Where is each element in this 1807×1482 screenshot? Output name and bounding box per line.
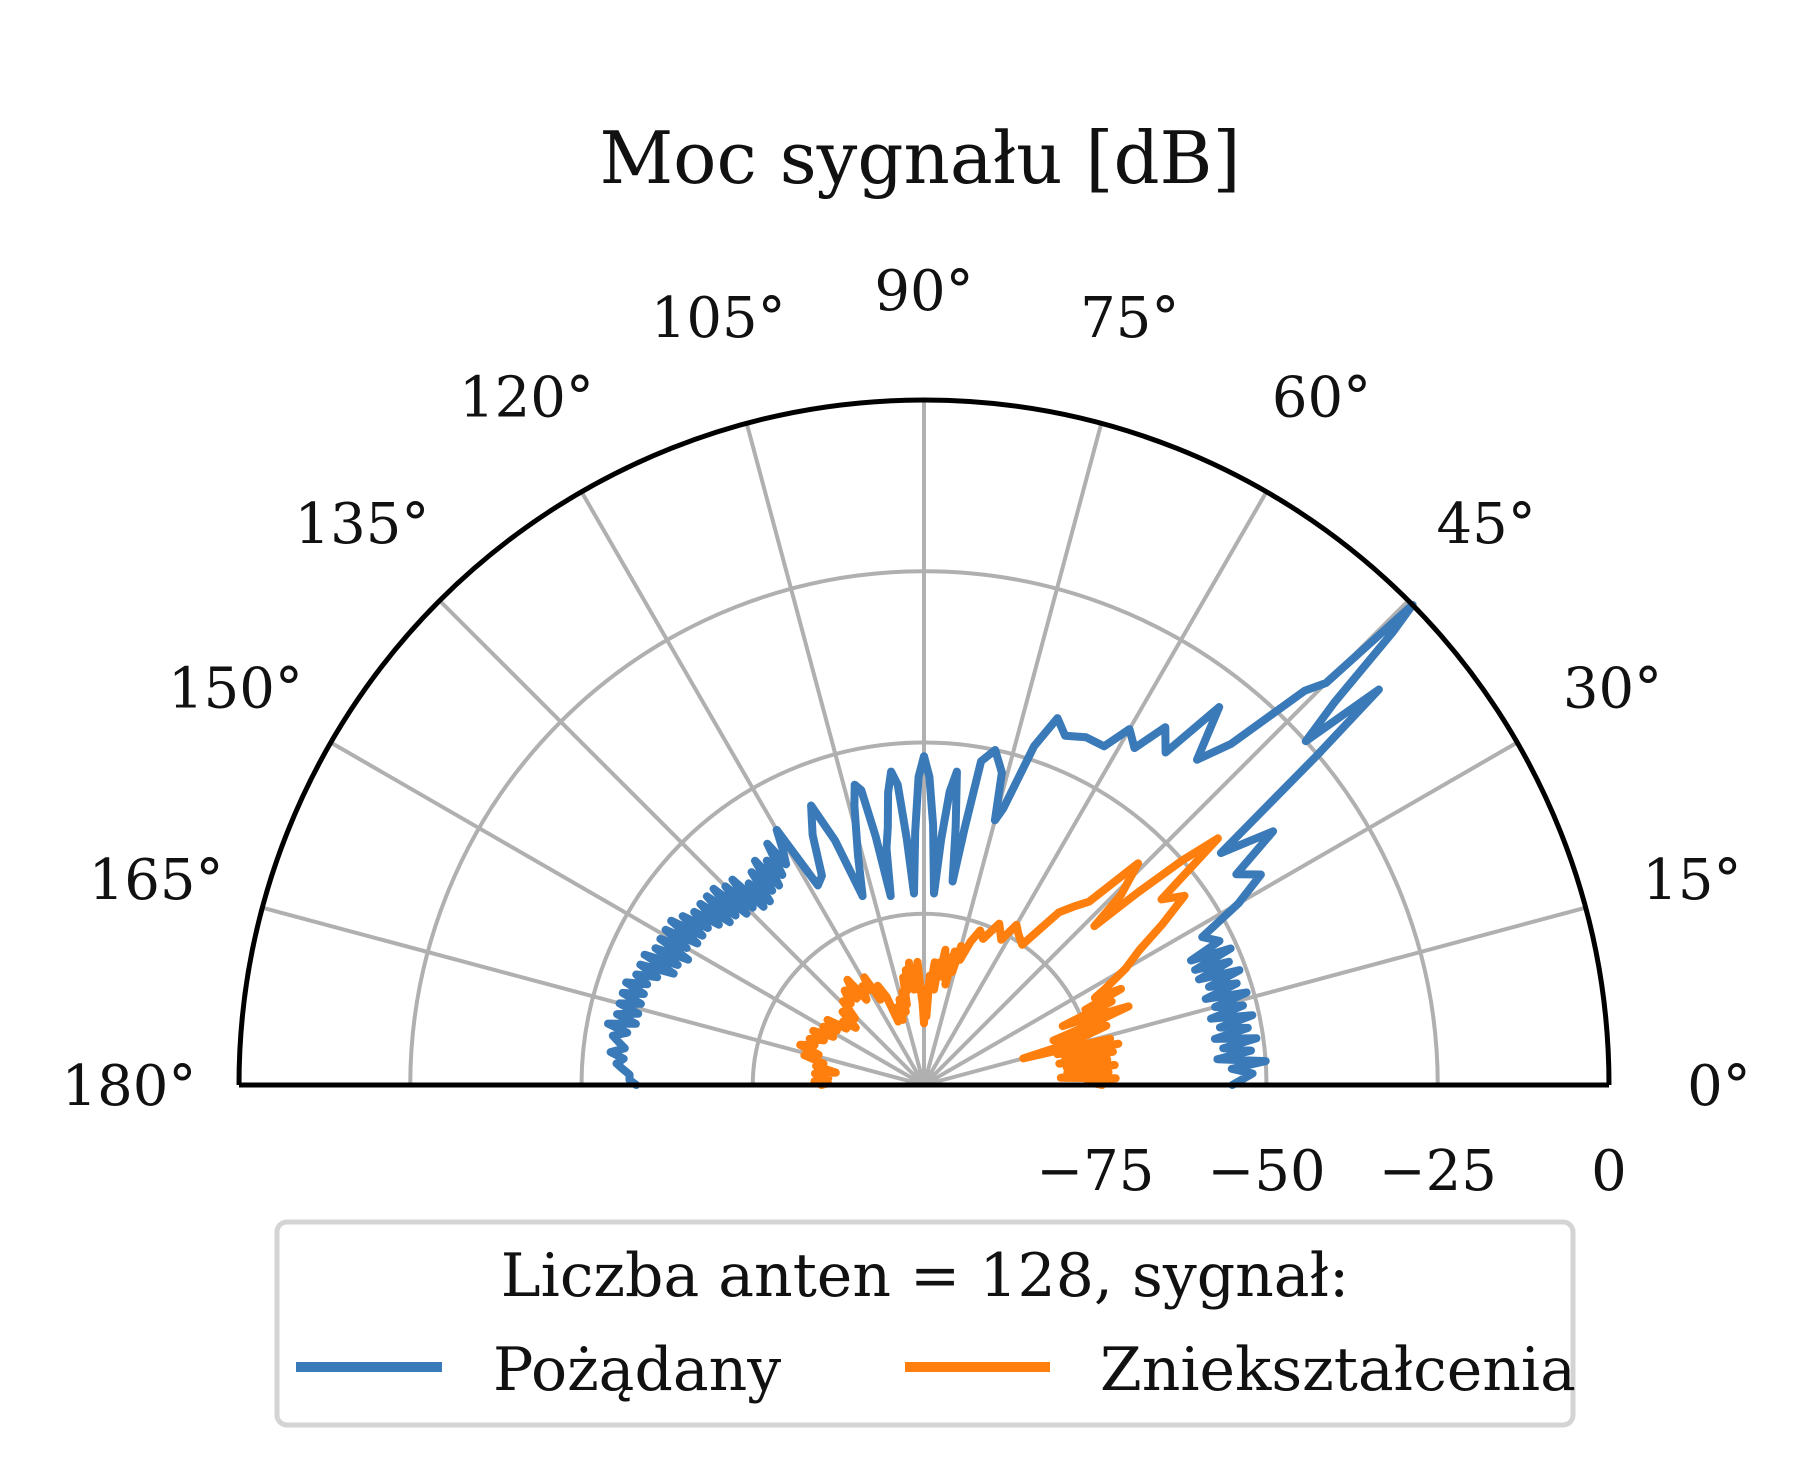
polar-grid xyxy=(261,400,1587,1087)
r-tick-75: −75 xyxy=(1036,1139,1154,1204)
series-group xyxy=(604,600,1417,1089)
legend-label-znieksztalcenia: Zniekształcenia xyxy=(1100,1335,1576,1405)
theta-tick-0: 0° xyxy=(1687,1054,1751,1119)
theta-tick-135: 135° xyxy=(294,492,429,557)
theta-tick-45: 45° xyxy=(1436,492,1535,557)
theta-tick-15: 15° xyxy=(1642,848,1741,913)
polar-frame xyxy=(236,397,1612,1088)
chart-title: Moc sygnału [dB] xyxy=(599,116,1240,200)
theta-tick-75: 75° xyxy=(1080,286,1179,351)
theta-tick-30: 30° xyxy=(1563,657,1662,722)
legend: Liczba anten = 128, sygnał: Pożądany Zni… xyxy=(274,1219,1576,1428)
theta-tick-165: 165° xyxy=(89,848,224,913)
grid-arc-25 xyxy=(408,569,1440,1086)
theta-tick-120: 120° xyxy=(459,366,594,431)
tick-labels: 0° 15° 30° 45° 60° 75° 90° 105° 120° 135° 150° 165°… xyxy=(62,259,1751,1204)
series-line-0 xyxy=(604,600,1417,1089)
legend-title: Liczba anten = 128, sygnał: xyxy=(501,1241,1349,1311)
theta-tick-60: 60° xyxy=(1272,366,1371,431)
theta-tick-90: 90° xyxy=(874,259,973,324)
legend-label-pozadany: Pożądany xyxy=(493,1335,781,1405)
grid-arc-50 xyxy=(579,740,1269,1086)
series-line-1 xyxy=(796,834,1222,1089)
theta-tick-180: 180° xyxy=(62,1054,197,1119)
r-tick-0: 0 xyxy=(1591,1139,1627,1204)
r-tick-25: −25 xyxy=(1379,1139,1497,1204)
theta-tick-150: 150° xyxy=(168,657,303,722)
r-tick-50: −50 xyxy=(1207,1139,1325,1204)
theta-tick-105: 105° xyxy=(651,286,786,351)
grid-arc-75 xyxy=(750,911,1098,1086)
frame-arc xyxy=(236,397,1612,1086)
legend-box xyxy=(274,1219,1576,1428)
